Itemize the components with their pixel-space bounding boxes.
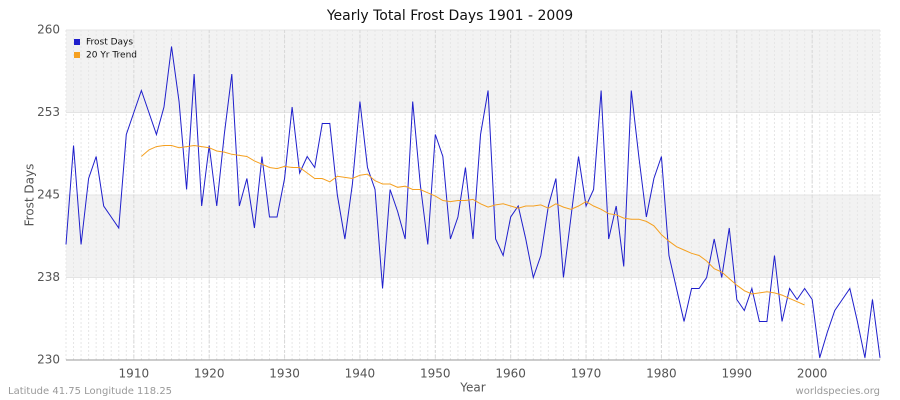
x-tick-label: 1930	[269, 367, 300, 381]
x-tick-label: 1910	[119, 367, 150, 381]
series-line	[141, 144, 805, 306]
legend-label: 20 Yr Trend	[86, 51, 137, 61]
y-tick-label: 245	[37, 188, 60, 202]
legend-swatch	[74, 39, 80, 45]
x-tick-label: 1940	[345, 367, 376, 381]
series-line	[65, 46, 881, 358]
footer-right: worldspecies.org	[796, 386, 880, 397]
chart-title: Yearly Total Frost Days 1901 - 2009	[326, 8, 573, 24]
legend-label: Frost Days	[86, 38, 133, 48]
footer-left: Latitude 41.75 Longitude 118.25	[8, 386, 172, 397]
x-tick-label: 1920	[194, 367, 225, 381]
x-tick-label: 1950	[420, 367, 451, 381]
x-tick-label: 1960	[495, 367, 526, 381]
x-tick-label: 2000	[797, 367, 828, 381]
y-tick-label: 260	[37, 23, 60, 37]
y-axis-label: Frost Days	[23, 164, 37, 227]
y-tick-label: 238	[37, 270, 60, 284]
y-tick-label: 230	[37, 353, 60, 367]
y-tick-label: 253	[37, 105, 60, 119]
legend-swatch	[74, 52, 80, 58]
x-axis-label: Year	[459, 381, 485, 395]
x-tick-label: 1980	[646, 367, 677, 381]
x-tick-label: 1990	[722, 367, 753, 381]
x-tick-label: 1970	[571, 367, 602, 381]
